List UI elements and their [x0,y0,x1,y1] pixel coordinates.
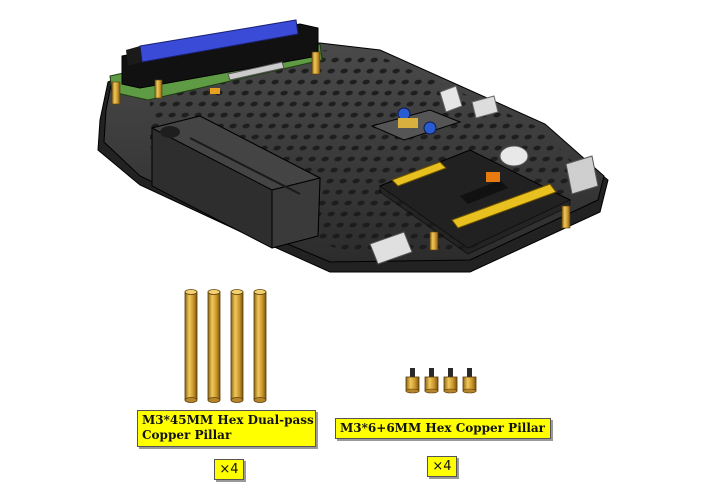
long-pillar-name-line1: M3*45MM Hex Dual-pass [142,413,314,427]
plate-standoff [111,81,121,105]
controller-board [369,145,599,265]
robot-car-assembly [97,19,609,273]
long-copper-pillar [207,289,221,403]
short-copper-pillar [443,368,458,394]
long-copper-pillar [253,289,267,403]
short-pillar-label: M3*6+6MM Hex Copper Pillar [335,418,551,439]
short-copper-pillar [424,368,439,394]
long-copper-pillars [184,289,267,403]
plate-standoff [311,51,321,75]
long-pillar-name-line2: Copper Pillar [142,428,232,442]
lcd-module [109,19,323,101]
long-copper-pillar [230,289,244,403]
short-copper-pillars [405,368,477,394]
battery-holder [150,115,322,249]
long-copper-pillar [184,289,198,403]
short-copper-pillar [462,368,477,394]
long-pillar-label: M3*45MM Hex Dual-pass Copper Pillar [137,410,316,447]
short-pillar-name: M3*6+6MM Hex Copper Pillar [340,421,545,435]
long-pillar-quantity: ×4 [214,459,244,480]
short-copper-pillar [405,368,420,394]
usb-connector [369,231,413,265]
plate-standoff [154,79,163,99]
header-pins [451,183,557,229]
sensor-board [370,85,499,141]
short-pillar-quantity: ×4 [427,456,457,477]
header-pins [391,161,447,187]
power-jack [565,155,599,195]
